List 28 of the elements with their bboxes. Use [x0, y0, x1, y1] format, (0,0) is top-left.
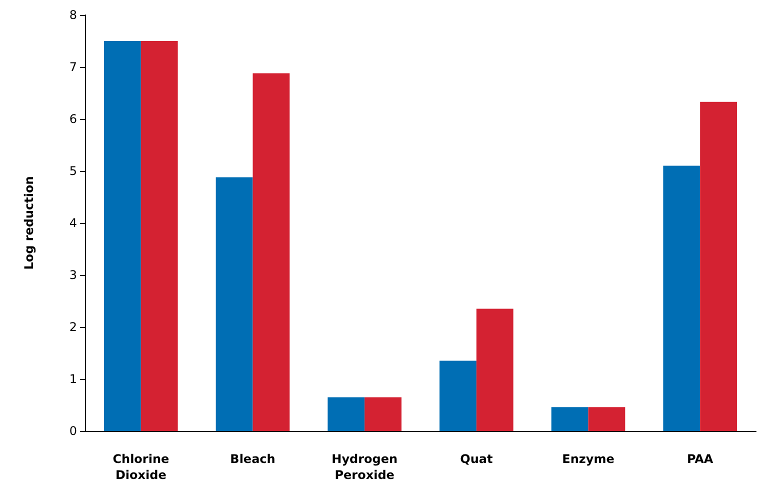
y-tick-label: 6	[69, 112, 77, 126]
x-tick-label: Quat	[460, 452, 493, 466]
x-tick-label: Enzyme	[562, 452, 614, 466]
bar	[700, 102, 737, 431]
x-tick-label: Bleach	[230, 452, 276, 466]
x-tick-label: Hydrogen Peroxide	[332, 452, 398, 482]
bar	[364, 397, 402, 431]
y-axis-title: Log reduction	[22, 176, 36, 270]
bar	[104, 41, 141, 431]
bar	[551, 407, 588, 431]
y-tick-label: 4	[69, 216, 77, 230]
y-tick-label: 0	[69, 424, 77, 438]
bar	[328, 397, 365, 431]
y-tick-label: 7	[69, 60, 77, 74]
bar	[252, 73, 290, 431]
y-tick-label: 8	[69, 8, 77, 22]
y-tick-label: 3	[69, 268, 77, 282]
bar	[440, 360, 476, 431]
y-tick-label: 5	[69, 164, 77, 178]
bar	[588, 407, 626, 431]
y-tick-label: 1	[69, 372, 77, 386]
bar	[140, 41, 178, 431]
bar	[216, 177, 253, 431]
bar	[476, 308, 514, 431]
x-tick-label: PAA	[686, 452, 714, 466]
x-tick-label: Chlorine Dioxide	[112, 452, 170, 482]
y-tick-label: 2	[69, 320, 77, 334]
bar	[663, 166, 700, 431]
